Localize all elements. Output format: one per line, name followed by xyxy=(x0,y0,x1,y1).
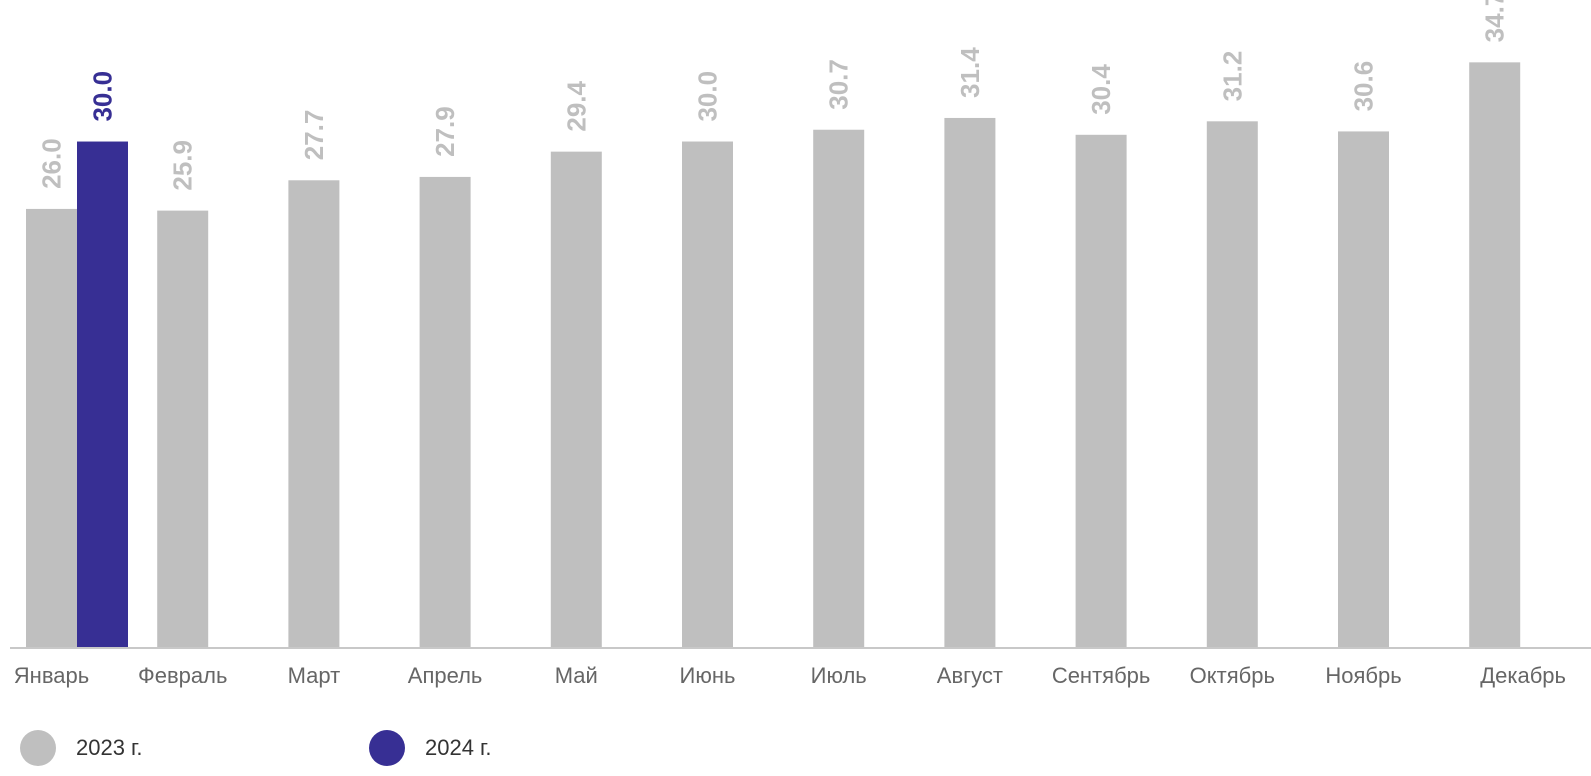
value-label-2023-г--3: 27.7 xyxy=(299,110,329,161)
legend-swatch-2024 xyxy=(369,730,405,766)
x-tick-label-1: Январь xyxy=(14,663,89,688)
bar-2023-г--1 xyxy=(26,208,77,648)
bar-2023-г--8 xyxy=(944,117,996,648)
bar-2023-г--4 xyxy=(419,176,471,647)
x-tick-label-3: Март xyxy=(288,663,341,688)
value-label-2023-г--12: 34.7 xyxy=(1480,0,1510,42)
x-tick-label-4: Апрель xyxy=(408,663,483,688)
bar-2023-г--7 xyxy=(813,129,865,647)
bars-layer xyxy=(26,62,1521,648)
value-label-2023-г--11: 30.6 xyxy=(1349,61,1379,112)
x-tick-label-6: Июнь xyxy=(680,663,736,688)
bar-2023-г--12 xyxy=(1469,62,1521,648)
value-label-2024-г--1: 30.0 xyxy=(88,71,118,122)
value-label-2023-г--4: 27.9 xyxy=(430,106,460,157)
value-label-2023-г--8: 31.4 xyxy=(955,47,985,98)
bar-2023-г--6 xyxy=(682,141,733,647)
value-label-2023-г--5: 29.4 xyxy=(561,80,591,131)
x-tick-label-12: Декабрь xyxy=(1480,663,1566,688)
x-tick-label-5: Май xyxy=(555,663,598,688)
value-label-2023-г--1: 26.0 xyxy=(37,138,67,189)
bar-2023-г--11 xyxy=(1338,131,1389,647)
legend-item-2024: 2024 г. xyxy=(369,728,492,768)
value-label-2023-г--2: 25.9 xyxy=(168,140,198,191)
bar-2023-г--9 xyxy=(1075,134,1127,647)
value-label-2023-г--9: 30.4 xyxy=(1086,64,1116,115)
bar-2024-г--1 xyxy=(77,141,128,647)
x-tick-labels-layer: Январь Февраль Март Апрель Май Июнь Июль Август… xyxy=(14,663,1566,688)
x-tick-label-9: Сентябрь xyxy=(1052,663,1151,688)
value-labels-layer: 26.0 30.0 25.9 27.7 27.9 29.4 30.0 30.7 31.4 30.4… xyxy=(37,0,1510,191)
bar-2023-г--10 xyxy=(1206,121,1258,647)
legend-swatch-2023 xyxy=(20,730,56,766)
x-tick-label-11: Ноябрь xyxy=(1325,663,1401,688)
legend-item-2023: 2023 г. xyxy=(20,728,143,768)
value-label-2023-г--6: 30.0 xyxy=(693,71,723,122)
legend-label-2023: 2023 г. xyxy=(76,735,143,760)
x-tick-label-10: Октябрь xyxy=(1190,663,1275,688)
bar-2023-г--2 xyxy=(157,210,209,647)
value-label-2023-г--10: 31.2 xyxy=(1217,51,1247,102)
x-tick-label-7: Июль xyxy=(811,663,867,688)
bar-2023-г--3 xyxy=(288,180,340,647)
legend-label-2024: 2024 г. xyxy=(425,735,492,760)
x-tick-label-2: Февраль xyxy=(138,663,227,688)
bar-2023-г--5 xyxy=(550,151,602,647)
x-tick-label-8: Август xyxy=(937,663,1003,688)
value-label-2023-г--7: 30.7 xyxy=(824,59,854,110)
